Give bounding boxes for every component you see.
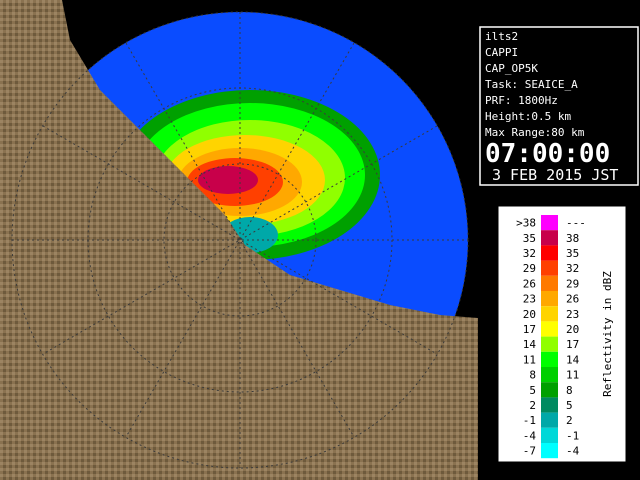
info-line: Max Range:80 km: [485, 126, 585, 139]
legend-low: -1: [523, 414, 536, 427]
legend-high: ---: [566, 217, 586, 230]
legend-rows: >38 --- 35 38 32 35 29 32 26 29 23 26 20 23 17 20 14 17 11…: [516, 215, 586, 459]
legend-swatch: [541, 275, 558, 291]
legend-low: 26: [523, 277, 536, 290]
legend-high: 26: [566, 293, 579, 306]
legend-high: 29: [566, 277, 579, 290]
legend-swatch: [541, 245, 558, 261]
info-line: Task: SEAICE_A: [485, 78, 578, 91]
map: [0, 0, 478, 480]
legend-low: 2: [529, 399, 536, 412]
legend-high: 38: [566, 232, 579, 245]
legend-high: 32: [566, 262, 579, 275]
legend-swatch: [541, 397, 558, 413]
legend-swatch: [541, 351, 558, 367]
legend-low: 8: [529, 369, 536, 382]
legend-low: 23: [523, 293, 536, 306]
legend-low: >38: [516, 217, 536, 230]
legend-swatch: [541, 382, 558, 398]
legend-swatch: [541, 336, 558, 352]
legend-low: 5: [529, 384, 536, 397]
legend-high: 14: [566, 353, 580, 366]
info-line: PRF: 1800Hz: [485, 94, 558, 107]
legend-swatch: [541, 367, 558, 383]
legend-title: Reflectivity in dBZ: [601, 271, 614, 397]
legend-swatch: [541, 443, 558, 459]
legend-low: 35: [523, 232, 536, 245]
legend-high: 20: [566, 323, 579, 336]
legend-swatch: [541, 260, 558, 276]
legend-low: 14: [523, 338, 537, 351]
range-rings: [11, 11, 469, 469]
legend-low: 17: [523, 323, 536, 336]
legend-low: 29: [523, 262, 536, 275]
legend-swatch: [541, 412, 558, 428]
legend-high: -4: [566, 445, 580, 458]
date: 3 FEB 2015 JST: [492, 166, 618, 184]
legend-high: 17: [566, 338, 579, 351]
legend-high: -1: [566, 429, 579, 442]
time: 07:00:00: [485, 139, 610, 169]
legend-swatch: [541, 427, 558, 443]
info-line: CAPPI: [485, 46, 518, 59]
legend-low: 20: [523, 308, 536, 321]
legend-low: -4: [523, 429, 537, 442]
legend-low: 32: [523, 247, 536, 260]
legend-low: 11: [523, 353, 536, 366]
legend-swatch: [541, 291, 558, 307]
info-line: ilts2: [485, 30, 518, 43]
legend-high: 11: [566, 369, 579, 382]
legend: [497, 205, 627, 463]
legend-swatch: [541, 215, 558, 231]
info-line: Height:0.5 km: [485, 110, 571, 123]
legend-swatch: [541, 230, 558, 246]
legend-high: 35: [566, 247, 579, 260]
legend-high: 23: [566, 308, 579, 321]
legend-swatch: [541, 321, 558, 337]
info-panel: [479, 26, 639, 186]
legend-swatch: [541, 306, 558, 322]
legend-low: -7: [523, 445, 536, 458]
info-line: CAP_OP5K: [485, 62, 538, 75]
legend-high: 2: [566, 414, 573, 427]
legend-high: 5: [566, 399, 573, 412]
legend-high: 8: [566, 384, 573, 397]
